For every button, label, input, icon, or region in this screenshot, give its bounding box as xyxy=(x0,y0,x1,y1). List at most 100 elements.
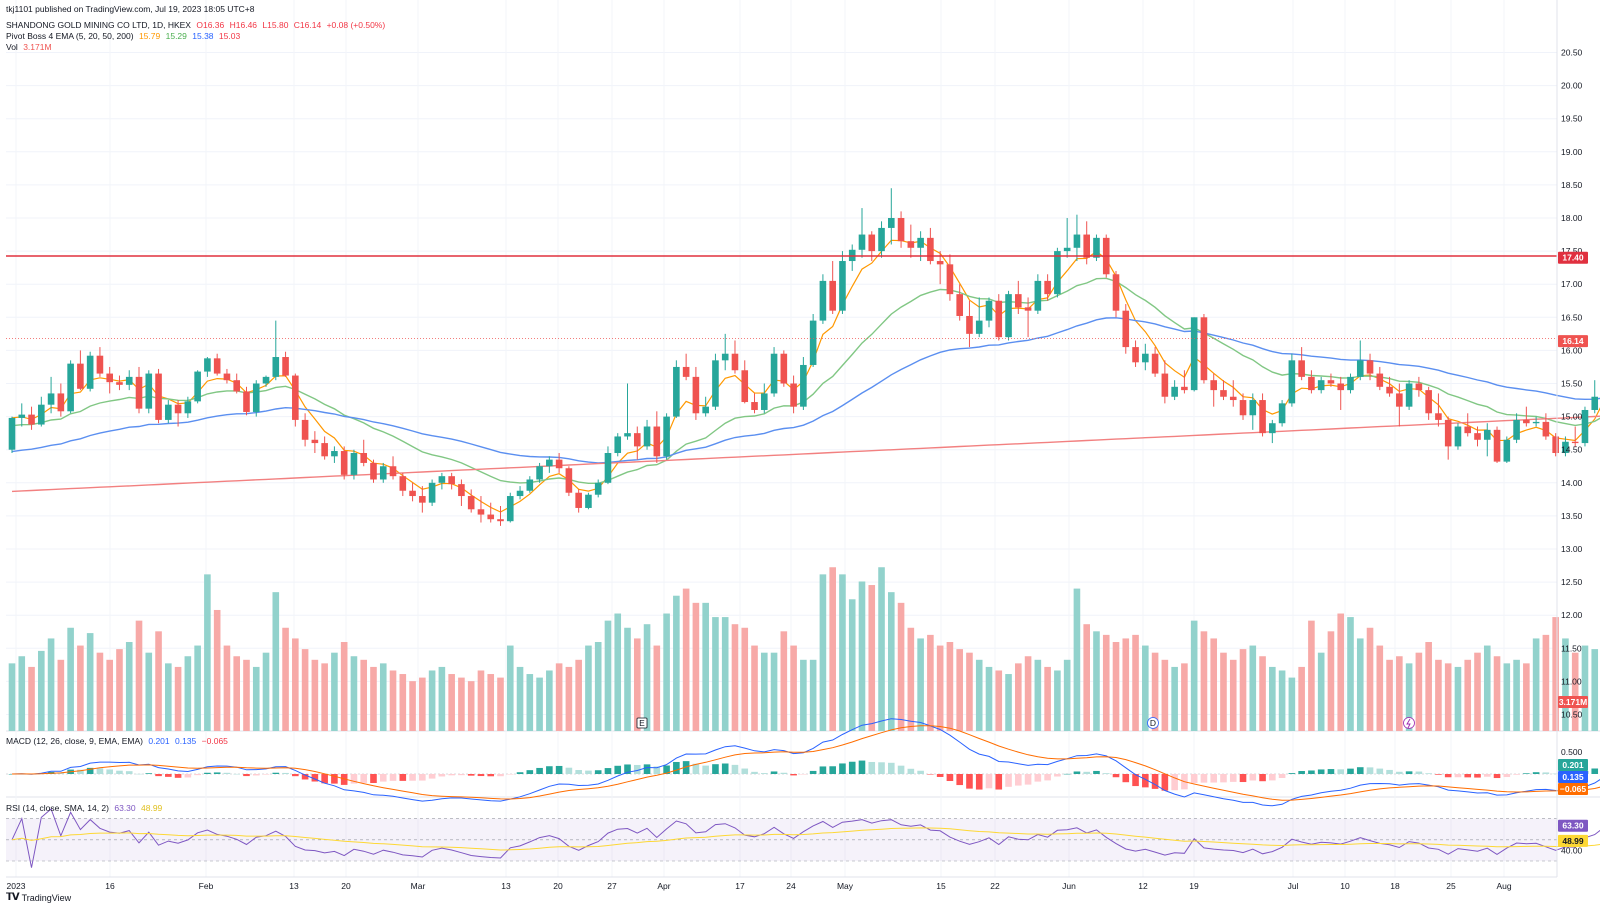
price-axis[interactable]: 20.50 20.00 19.50 19.00 18.50 18.00 17.50 17.00… xyxy=(6,0,1583,878)
macd-histogram-bar xyxy=(1523,773,1530,774)
volume-bar xyxy=(546,670,553,731)
time-axis[interactable]: 2023 16 Feb 13 20 Mar 13 20 27 Apr 17 24 May 15 22 Jun 1… xyxy=(7,881,1512,891)
macd-histogram-bar xyxy=(936,774,944,777)
candle-body xyxy=(907,241,915,248)
volume-bar xyxy=(311,659,319,731)
macd-histogram-bar xyxy=(917,770,924,774)
macd-histogram-bar xyxy=(1151,774,1159,789)
rsi-legend[interactable]: RSI (14, close, SMA, 14, 2) 63.30 48.99 xyxy=(6,803,165,814)
candle-body xyxy=(614,436,622,454)
symbol-legend[interactable]: SHANDONG GOLD MINING CO LTD, 1D, HKEX O1… xyxy=(6,20,388,31)
volume-bar xyxy=(458,677,465,731)
volume-bar xyxy=(1581,645,1589,731)
candle-body xyxy=(956,294,963,316)
vol-legend[interactable]: Vol 3.171M xyxy=(6,42,55,53)
macd-histogram-bar xyxy=(1142,774,1149,788)
macd-histogram-bar xyxy=(751,771,758,774)
y-tick-label: 15.00 xyxy=(1561,412,1583,422)
candle-body xyxy=(1366,360,1374,374)
volume-bar xyxy=(243,659,250,731)
macd-histogram-bar xyxy=(360,774,368,783)
macd-histogram-bar xyxy=(184,774,192,778)
x-tick-label: 13 xyxy=(501,881,511,891)
macd-histogram-bar xyxy=(878,762,885,774)
macd-histogram-bar xyxy=(1513,774,1520,775)
x-tick-label: 25 xyxy=(1446,881,1456,891)
y-tick-label: 17.00 xyxy=(1561,279,1583,289)
volume-bar xyxy=(1552,617,1559,731)
macd-histogram-bar xyxy=(1532,772,1540,774)
volume-bar xyxy=(194,645,201,731)
y-tick-label: 16.50 xyxy=(1561,312,1583,322)
y-tick-label: 14.00 xyxy=(1561,478,1583,488)
macd-histogram-bar xyxy=(956,774,963,786)
macd-histogram-bar xyxy=(907,768,915,774)
y-tick-label: 12.00 xyxy=(1561,610,1583,620)
candle-body xyxy=(946,264,954,295)
macd-histogram-bar xyxy=(790,774,797,776)
candle-body xyxy=(985,300,993,321)
candle-body xyxy=(1122,310,1130,348)
volume-bar xyxy=(643,624,651,731)
x-tick-label: 22 xyxy=(990,881,1000,891)
macd-histogram-bar xyxy=(1278,774,1286,778)
macd-histogram-bar xyxy=(809,770,817,774)
volume-bar xyxy=(116,649,123,731)
volume-bar xyxy=(213,609,221,731)
volume-bar xyxy=(927,634,934,731)
volume-bar xyxy=(673,595,680,731)
candle-body xyxy=(448,476,455,485)
ema20-value: 15.29 xyxy=(165,31,187,41)
volume-bar xyxy=(1005,674,1012,731)
signal-value-tag-bg xyxy=(1558,771,1588,783)
rsi-ma-value: 48.99 xyxy=(141,803,163,813)
volume-bar xyxy=(1425,642,1432,731)
macd-legend[interactable]: MACD (12, 26, close, 9, EMA, EMA) 0.201 … xyxy=(6,736,231,747)
dividend-marker-icon xyxy=(1147,717,1159,729)
candle-body xyxy=(301,419,309,440)
candle-body xyxy=(184,401,192,414)
macd-histogram-bar xyxy=(897,765,905,774)
volume-bar xyxy=(1337,613,1345,731)
macd-histogram-bar xyxy=(663,765,670,774)
y-tick-label: 19.00 xyxy=(1561,147,1583,157)
macd-histogram-bar xyxy=(379,774,387,782)
macd-histogram-bar xyxy=(1005,774,1012,787)
candle-body xyxy=(243,391,250,412)
candle-body xyxy=(1298,360,1305,377)
candle-body xyxy=(673,366,680,417)
volume-bar xyxy=(487,674,495,731)
candle-body xyxy=(1054,251,1061,295)
volume-bar xyxy=(585,645,592,731)
macd-histogram-bar xyxy=(1542,772,1550,774)
volume-bar xyxy=(223,645,231,731)
macd-histogram-bar xyxy=(927,774,934,775)
macd-histogram-bar xyxy=(1317,769,1325,774)
candle-body xyxy=(526,479,534,491)
vol-label: Vol xyxy=(6,42,18,52)
footer[interactable]: 𝗧𝗩 TradingView xyxy=(6,892,71,903)
y-tick-label: 13.50 xyxy=(1561,511,1583,521)
candle-body xyxy=(1181,386,1188,391)
macd-histogram-bar xyxy=(321,774,328,784)
candle-body xyxy=(1142,353,1149,363)
macd-histogram-bar xyxy=(594,770,602,774)
candle-body xyxy=(1571,441,1579,444)
volume-bar xyxy=(1112,642,1120,731)
vol-value: 3.171M xyxy=(23,42,52,52)
volume-bar xyxy=(1454,666,1462,731)
volume-bar xyxy=(555,663,563,731)
x-tick-label: 2023 xyxy=(7,881,26,891)
volume-bar xyxy=(135,620,143,731)
candle-body xyxy=(497,519,504,522)
candle-body xyxy=(135,376,143,409)
volume-bar xyxy=(67,627,74,731)
ema-legend[interactable]: Pivot Boss 4 EMA (5, 20, 50, 200) 15.79 … xyxy=(6,31,243,42)
macd-histogram-bar xyxy=(331,774,338,784)
volume-bar xyxy=(1210,638,1218,731)
volume-bar xyxy=(702,602,709,731)
candle-body xyxy=(1229,396,1237,401)
candle-body xyxy=(233,380,241,392)
candle-body xyxy=(927,237,934,262)
